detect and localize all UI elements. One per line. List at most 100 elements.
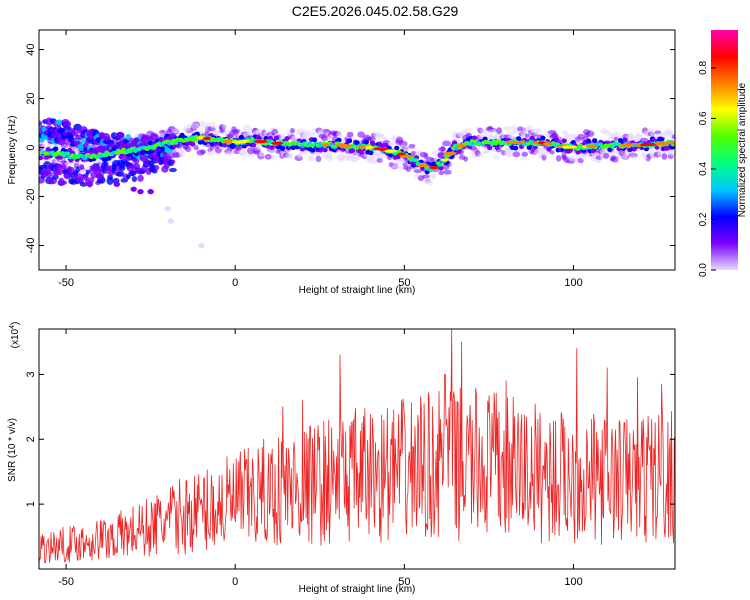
spectrogram-cell — [222, 142, 228, 148]
spectrogram-cell — [225, 151, 234, 157]
spectrogram-cell — [398, 140, 408, 147]
spectrogram-cell — [200, 124, 207, 129]
spectrogram-cell — [269, 145, 275, 151]
spectrogram-marks — [39, 117, 675, 249]
colorbar: 0.0 0.2 0.4 0.6 0.8 Normalized spectral ampl… — [698, 30, 748, 277]
y-tick-label: 1 — [25, 501, 37, 507]
spectrogram-cell — [644, 142, 657, 147]
spectrogram-scatter-point — [130, 186, 137, 192]
spectrogram-cell — [147, 140, 153, 146]
spectrogram-cell — [346, 131, 354, 138]
spectrogram-cell — [253, 139, 268, 144]
snr-y-label: SNR (10 * v/v) — [7, 418, 18, 482]
spectrogram-cell — [191, 123, 200, 129]
colorbar-tick-label: 0.4 — [698, 162, 709, 176]
spectrogram-cell — [45, 171, 53, 178]
colorbar-ticks: 0.0 0.2 0.4 0.6 0.8 — [698, 61, 716, 277]
spectrogram-cell — [487, 129, 497, 134]
spectrogram-cell — [320, 134, 329, 142]
spectrogram-cell — [346, 138, 353, 144]
spectrogram-cell — [549, 150, 555, 155]
spectrogram-cell — [456, 144, 467, 148]
spectrogram-cell — [398, 165, 404, 171]
spectrogram-cell — [84, 169, 91, 175]
y-tick-label: -40 — [25, 238, 37, 254]
spectrogram-cell — [540, 135, 546, 141]
spectrogram-cell — [251, 142, 257, 148]
spectrogram-cell — [585, 144, 597, 148]
spectrogram-cell — [55, 119, 64, 126]
spectrogram-cell — [107, 174, 113, 180]
spectrogram-cell — [477, 153, 484, 158]
spectrogram-cell — [280, 134, 286, 140]
snr-x-axis: -50 0 50 100 — [58, 329, 583, 588]
colorbar-tick-label: 0.0 — [698, 263, 709, 277]
spectrogram-cell — [375, 152, 385, 158]
spectrogram-scatter-point — [198, 242, 205, 249]
spectrogram-cell — [654, 142, 669, 146]
spectrogram-cell — [238, 134, 245, 140]
spectrogram-panel: -50 0 50 100 -40 -20 0 20 40 Height of straight… — [7, 29, 676, 296]
spectrogram-cell — [533, 129, 541, 135]
spectrogram-cell — [426, 179, 434, 186]
spectrogram-cell — [543, 142, 553, 146]
spectrogram-cell — [154, 164, 160, 171]
spectrogram-x-axis: -50 0 50 100 — [58, 30, 583, 289]
spectrogram-cell — [512, 151, 521, 158]
spectrogram-cell — [542, 152, 548, 157]
spectrogram-cell — [170, 159, 176, 164]
spectrogram-cell — [233, 129, 239, 136]
spectrogram-cell — [326, 151, 333, 159]
spectrogram-cell — [121, 147, 126, 152]
snr-scale-exponent: 4 — [9, 325, 16, 329]
spectrogram-cell — [635, 133, 643, 140]
spectrogram-cell — [202, 136, 211, 141]
spectrogram-cell — [271, 154, 278, 161]
spectrogram-cell — [515, 141, 526, 145]
x-tick-label: 0 — [232, 576, 238, 588]
snr-y-axis: 1 2 3 — [25, 371, 675, 507]
colorbar-tick-label: 0.8 — [698, 61, 709, 75]
spectrogram-cell — [41, 143, 47, 149]
spectrogram-cell — [551, 132, 558, 137]
spectrogram-cell — [125, 174, 131, 179]
spectrogram-cell — [159, 146, 165, 152]
spectrogram-cell — [413, 169, 422, 174]
spectrogram-cell — [630, 154, 637, 160]
spectrogram-cell — [258, 151, 265, 157]
spectrogram-cell — [87, 181, 93, 188]
spectrogram-cell — [471, 135, 477, 141]
spectrogram-scatter-point — [79, 169, 87, 175]
spectrogram-cell — [284, 136, 290, 141]
spectrogram-cell — [192, 138, 198, 143]
colorbar-tick-label: 0.6 — [698, 111, 709, 125]
spectrogram-cell — [391, 135, 397, 142]
snr-plot-area — [39, 329, 675, 569]
spectrogram-cell — [376, 157, 383, 163]
spectrogram-cell — [413, 158, 419, 163]
spectrogram-cell — [585, 138, 592, 144]
spectrogram-cell — [158, 137, 164, 142]
spectrogram-cell — [139, 150, 146, 156]
spectrogram-cell — [307, 155, 315, 160]
spectrogram-cell — [89, 177, 95, 183]
spectrogram-cell — [364, 145, 374, 150]
spectrogram-frame — [38, 29, 676, 271]
spectrogram-cell — [137, 174, 144, 182]
spectrogram-cell — [210, 121, 216, 129]
spectrogram-cell — [529, 135, 535, 141]
chart-title: C2E5.2026.045.02.58.G29 — [292, 3, 459, 19]
spectrogram-cell — [65, 151, 71, 156]
spectrogram-cell — [603, 129, 612, 136]
spectrogram-cell — [267, 148, 277, 154]
spectrogram-cell — [602, 152, 610, 159]
x-tick-label: 100 — [564, 576, 582, 588]
spectrogram-cell — [437, 163, 443, 167]
spectrogram-cell — [116, 170, 125, 177]
spectrogram-cell — [421, 174, 431, 179]
spectrogram-cell — [167, 135, 173, 141]
spectrogram-cell — [562, 145, 577, 149]
colorbar-tick-label: 0.2 — [698, 212, 709, 226]
spectrogram-cell — [50, 150, 55, 155]
